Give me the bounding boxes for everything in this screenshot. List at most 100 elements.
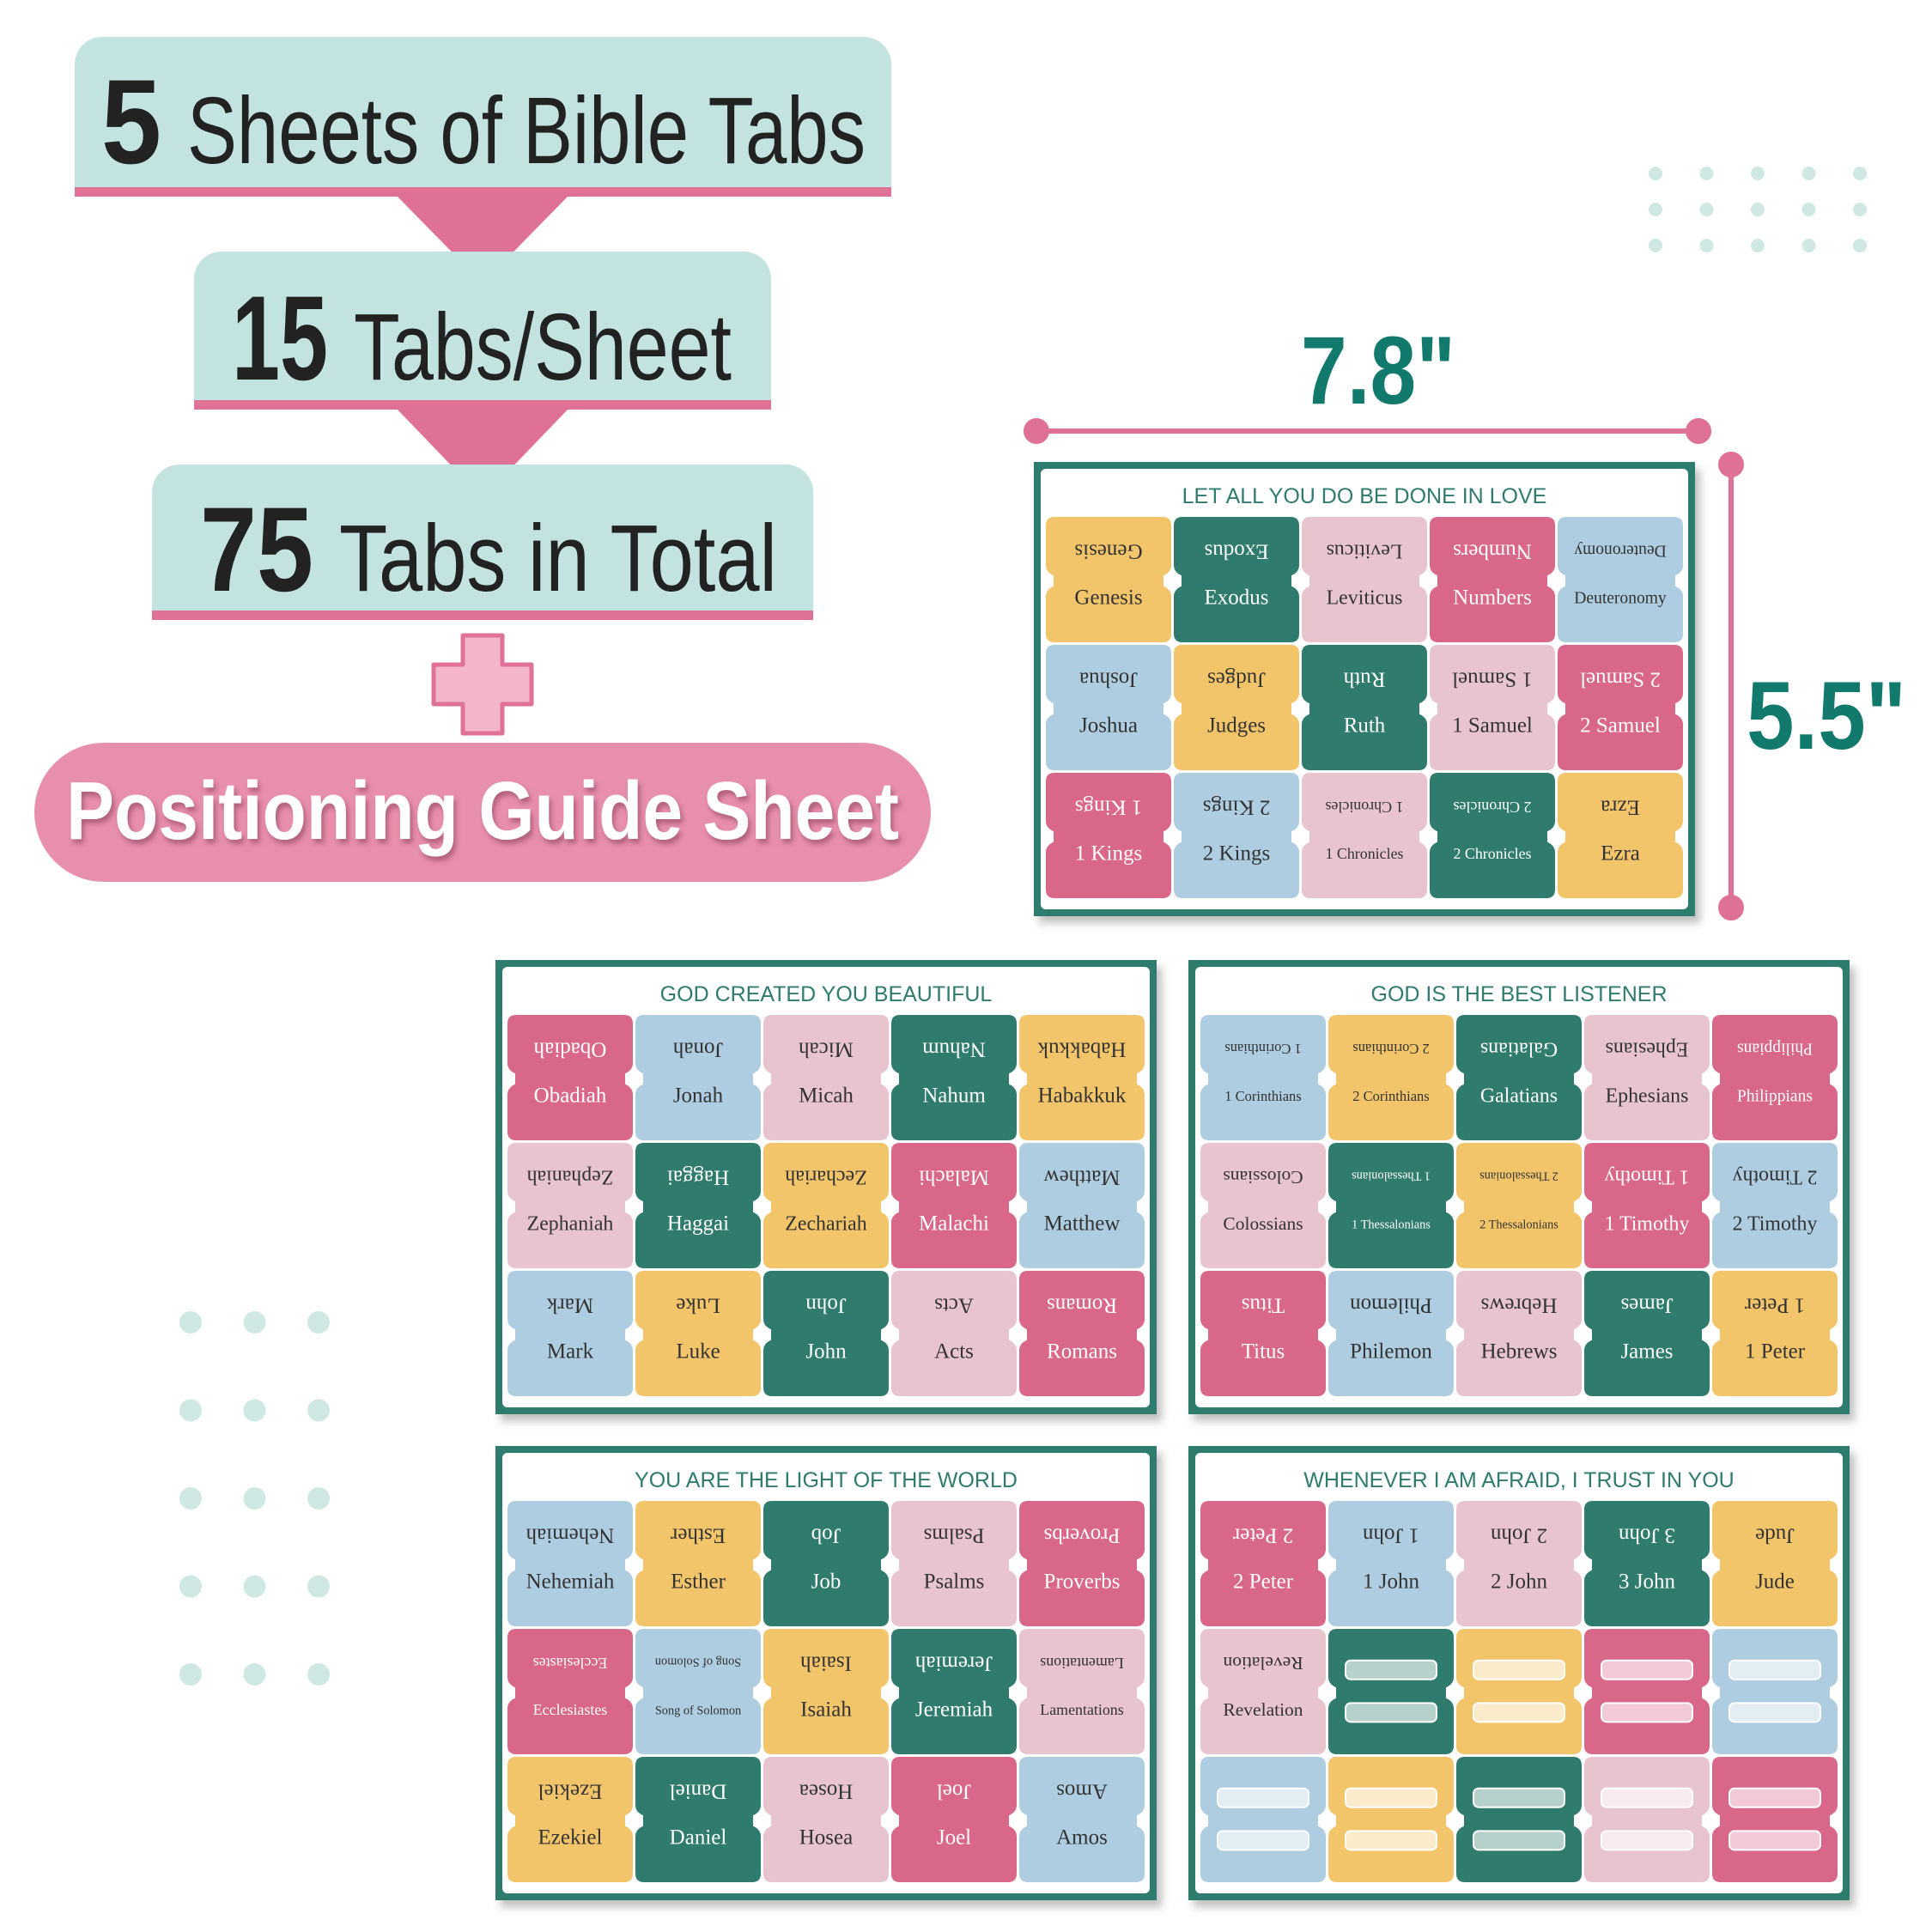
tab-shape (1584, 1757, 1710, 1882)
tab-label: Job (811, 1571, 841, 1594)
tab: 3 John 3 John (1584, 1501, 1710, 1626)
dot (243, 1311, 266, 1334)
tab: Lamentations Lamentations (1019, 1629, 1145, 1754)
tab: Philemon Philemon (1328, 1271, 1454, 1396)
tab-label: Deuteronomy (1574, 589, 1667, 607)
tab-label: Romans (1047, 1340, 1117, 1364)
dot (179, 1311, 202, 1334)
tab-label-flipped: Joel (937, 1779, 971, 1802)
tab-label: Song of Solomon (655, 1704, 741, 1717)
dot (1751, 203, 1765, 216)
tab-label: Ezra (1601, 842, 1640, 866)
tab: Job Job (763, 1501, 889, 1626)
tab: Nehemiah Nehemiah (507, 1501, 633, 1626)
tab-label-flipped: Leviticus (1327, 540, 1403, 562)
tab: 1 Thessalonians 1 Thessalonians (1328, 1143, 1454, 1268)
tab-label: Haggai (667, 1212, 729, 1236)
tab-label: Ecclesiastes (533, 1701, 608, 1718)
tab-label: 2 Thessalonians (1479, 1218, 1558, 1231)
tab-label: Jonah (673, 1084, 724, 1108)
tab-shape (1328, 1629, 1454, 1754)
tab-label-flipped: Joshua (1079, 667, 1138, 690)
tab-shape (1200, 1271, 1326, 1396)
dot (1649, 167, 1662, 180)
tab-label-flipped: Obadiah (533, 1037, 606, 1060)
tab: John John (763, 1271, 889, 1396)
tab-shape (507, 1629, 633, 1754)
tab-label-flipped: 1 Chronicles (1325, 799, 1403, 816)
tab: Psalms Psalms (891, 1501, 1017, 1626)
tab-label-flipped: Zechariah (785, 1166, 866, 1188)
tab-shape (1712, 1757, 1838, 1882)
tab: Ezra Ezra (1558, 773, 1683, 898)
tab-label-flipped: 1 Kings (1075, 795, 1142, 818)
tab (1328, 1757, 1454, 1882)
blank-label (1473, 1830, 1565, 1851)
blank-label (1345, 1787, 1437, 1808)
tab: James James (1584, 1271, 1710, 1396)
tab: Genesis Genesis (1046, 517, 1171, 642)
tab-label-flipped: Ecclesiastes (533, 1655, 608, 1672)
tab-shape (1456, 1015, 1582, 1140)
tab: 1 Peter 1 Peter (1712, 1271, 1838, 1396)
tab-shape (1712, 1271, 1838, 1396)
tab: Acts Acts (891, 1271, 1017, 1396)
tab-label-flipped: James (1620, 1293, 1673, 1316)
tab-label: Titus (1242, 1340, 1285, 1364)
tab-shape (1456, 1501, 1582, 1626)
tab-label-flipped: Isaiah (800, 1651, 852, 1674)
tab-label-flipped: Haggai (667, 1165, 729, 1188)
tab-shape (1328, 1015, 1454, 1140)
tab-label: Exodus (1205, 586, 1269, 610)
dot (307, 1399, 330, 1422)
tab-label: 3 John (1619, 1571, 1675, 1594)
tab-label-flipped: Luke (676, 1293, 720, 1316)
dot (179, 1487, 202, 1510)
dot (1699, 239, 1714, 252)
tab-label: 2 Kings (1203, 842, 1270, 866)
tab: 2 Thessalonians 2 Thessalonians (1456, 1143, 1582, 1268)
tab-label: Nehemiah (526, 1571, 615, 1594)
tab-label-flipped: Deuteronomy (1574, 542, 1667, 560)
tab-shape (1174, 645, 1299, 770)
tab-shape (1019, 1757, 1145, 1882)
tab-label-flipped: Zephaniah (527, 1166, 614, 1188)
tab-label: 2 Timothy (1733, 1212, 1818, 1235)
tab: Jude Jude (1712, 1501, 1838, 1626)
blank-label (1728, 1659, 1821, 1680)
dot (1649, 239, 1662, 252)
tab-label: Jude (1755, 1571, 1795, 1594)
tab: Exodus Exodus (1174, 517, 1299, 642)
tab: Amos Amos (1019, 1757, 1145, 1882)
tab: Leviticus Leviticus (1302, 517, 1427, 642)
tab-shape (1019, 1143, 1145, 1268)
tab-shape (1019, 1501, 1145, 1626)
tab-label-flipped: 2 Samuel (1580, 667, 1661, 690)
tab-sheet: GOD CREATED YOU BEAUTIFUL Obadiah Obadiah J… (495, 960, 1157, 1414)
dot (243, 1575, 266, 1598)
dimension-lines (1024, 418, 1744, 920)
tab-shape (507, 1757, 633, 1882)
tab-label-flipped: Jonah (672, 1037, 723, 1060)
tab-label-flipped: Colossians (1223, 1167, 1303, 1188)
tab-label-flipped: Judges (1207, 667, 1266, 690)
tab-shape (1712, 1629, 1838, 1754)
tab-label: Numbers (1453, 586, 1532, 610)
tab-label-flipped: Acts (934, 1293, 974, 1316)
tab-label-flipped: Romans (1047, 1293, 1117, 1316)
tab: Daniel Daniel (635, 1757, 761, 1882)
tab-shape (891, 1757, 1017, 1882)
tab-label-flipped: 2 Kings (1203, 795, 1270, 818)
tab-label: Joshua (1079, 714, 1138, 738)
tab-label-flipped: Micah (799, 1037, 854, 1060)
tab-label: Isaiah (800, 1698, 852, 1722)
dot (1699, 203, 1714, 216)
headline-count: 15 (232, 270, 328, 405)
blank-label (1345, 1659, 1437, 1680)
tab-label: Philemon (1350, 1340, 1432, 1364)
tab-label: Hebrews (1481, 1340, 1558, 1364)
tab: 2 Samuel 2 Samuel (1558, 645, 1683, 770)
tab-label: 2 Chronicles (1453, 845, 1531, 862)
tab-shape (1584, 1629, 1710, 1754)
tab-label: Habakkuk (1038, 1084, 1127, 1108)
